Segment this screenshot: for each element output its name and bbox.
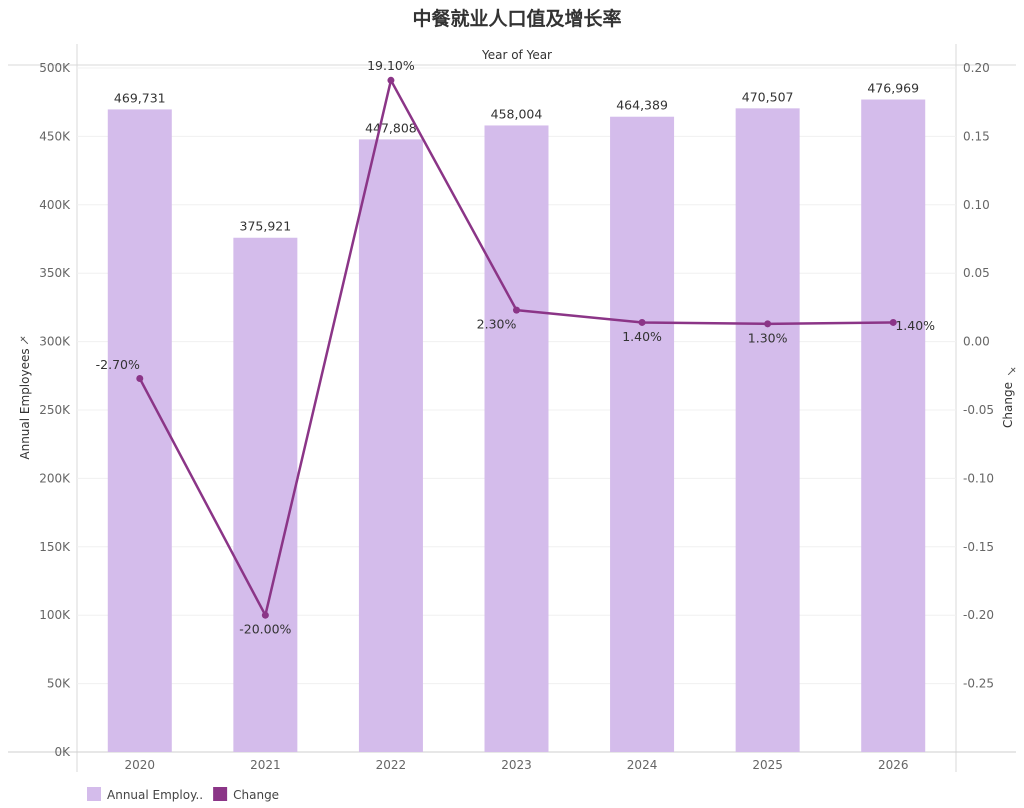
right-tick-label: 0.20	[963, 61, 990, 75]
bar-2020	[107, 109, 172, 753]
change-label-2020: -2.70%	[96, 357, 140, 372]
left-axis-pin-icon[interactable]: †	[17, 333, 31, 347]
left-tick-label: 50K	[47, 677, 71, 691]
legend-swatch[interactable]	[213, 787, 228, 801]
x-tick-label: 2021	[250, 758, 281, 772]
right-tick-label: 0.00	[963, 335, 990, 349]
change-point-2021	[261, 611, 269, 619]
left-tick-label: 150K	[39, 540, 71, 554]
bar-2022	[358, 139, 423, 752]
column-header: Year of Year	[481, 48, 552, 62]
left-tick-label: 0K	[54, 745, 71, 759]
bar-2024	[610, 116, 675, 753]
change-point-2023	[513, 306, 520, 314]
change-label-2021: -20.00%	[239, 622, 291, 637]
change-label-2023: 2.30%	[477, 317, 517, 332]
left-tick-label: 450K	[39, 129, 71, 143]
left-tick-label: 250K	[39, 403, 71, 417]
change-point-2024	[638, 318, 646, 326]
bar-2021	[233, 237, 298, 753]
legend-swatch[interactable]	[87, 787, 101, 801]
chart-title: 中餐就业人口值及增长率	[412, 7, 621, 30]
right-axis-title: Change	[1001, 382, 1015, 428]
legend-label[interactable]: Annual Employ..	[107, 788, 203, 802]
change-label-2026: 1.40%	[895, 318, 935, 333]
right-tick-label: -0.10	[963, 471, 994, 485]
bar-label-2026: 476,969	[867, 81, 919, 96]
change-label-2024: 1.40%	[622, 329, 662, 344]
bar-series: 469,731 375,921 447,808 458,004 464,389 470,5…	[107, 81, 926, 753]
left-tick-label: 350K	[39, 266, 71, 280]
x-tick-label: 2023	[501, 758, 532, 772]
bar-label-2025: 470,507	[742, 89, 794, 104]
change-point-2026	[889, 318, 897, 326]
bar-label-2020: 469,731	[114, 90, 166, 105]
change-label-2025: 1.30%	[748, 330, 788, 345]
change-point-2020	[136, 375, 144, 383]
line-series: -2.70% -20.00% 19.10% 2.30% 1.40% 1.30% 1.40%	[96, 58, 936, 637]
x-axis-ticks: 2020 2021 2022 2023 2024 2025 2026	[125, 758, 909, 772]
bar-label-2023: 458,004	[491, 106, 543, 121]
change-point-2022	[387, 76, 395, 84]
legend-label[interactable]: Change	[233, 788, 279, 802]
bar-2023	[484, 125, 549, 752]
right-tick-label: -0.25	[963, 677, 994, 691]
x-tick-label: 2026	[878, 758, 909, 772]
right-tick-label: 0.15	[963, 129, 990, 143]
x-tick-label: 2020	[125, 758, 156, 772]
right-tick-label: 0.05	[963, 266, 990, 280]
left-axis-ticks: 0K 50K 100K 150K 200K 250K 300K 350K 400K 450K 500…	[39, 61, 71, 759]
bar-2026	[861, 99, 926, 752]
left-tick-label: 500K	[39, 61, 71, 75]
legend: Annual Employ.. Change	[87, 787, 279, 802]
bar-label-2024: 464,389	[616, 98, 668, 113]
left-tick-label: 100K	[39, 608, 71, 622]
right-tick-label: -0.20	[963, 608, 994, 622]
change-point-2025	[764, 320, 772, 328]
x-tick-label: 2022	[376, 758, 407, 772]
left-tick-label: 400K	[39, 198, 71, 212]
right-tick-label: -0.15	[963, 540, 994, 554]
left-tick-label: 200K	[39, 471, 71, 485]
right-tick-label: 0.10	[963, 198, 990, 212]
bar-label-2022: 447,808	[365, 120, 417, 135]
right-axis-pin-icon[interactable]: †	[1005, 364, 1019, 378]
bar-2025	[735, 108, 800, 752]
change-label-2022: 19.10%	[367, 58, 415, 73]
x-tick-label: 2025	[752, 758, 783, 772]
left-tick-label: 300K	[39, 335, 71, 349]
bar-label-2021: 375,921	[240, 219, 292, 234]
right-axis-ticks: -0.25 -0.20 -0.15 -0.10 -0.05 0.00 0.05 0.10 0.1…	[963, 61, 994, 691]
left-axis-title: Annual Employees	[18, 348, 32, 459]
x-tick-label: 2024	[627, 758, 658, 772]
right-tick-label: -0.05	[963, 403, 994, 417]
